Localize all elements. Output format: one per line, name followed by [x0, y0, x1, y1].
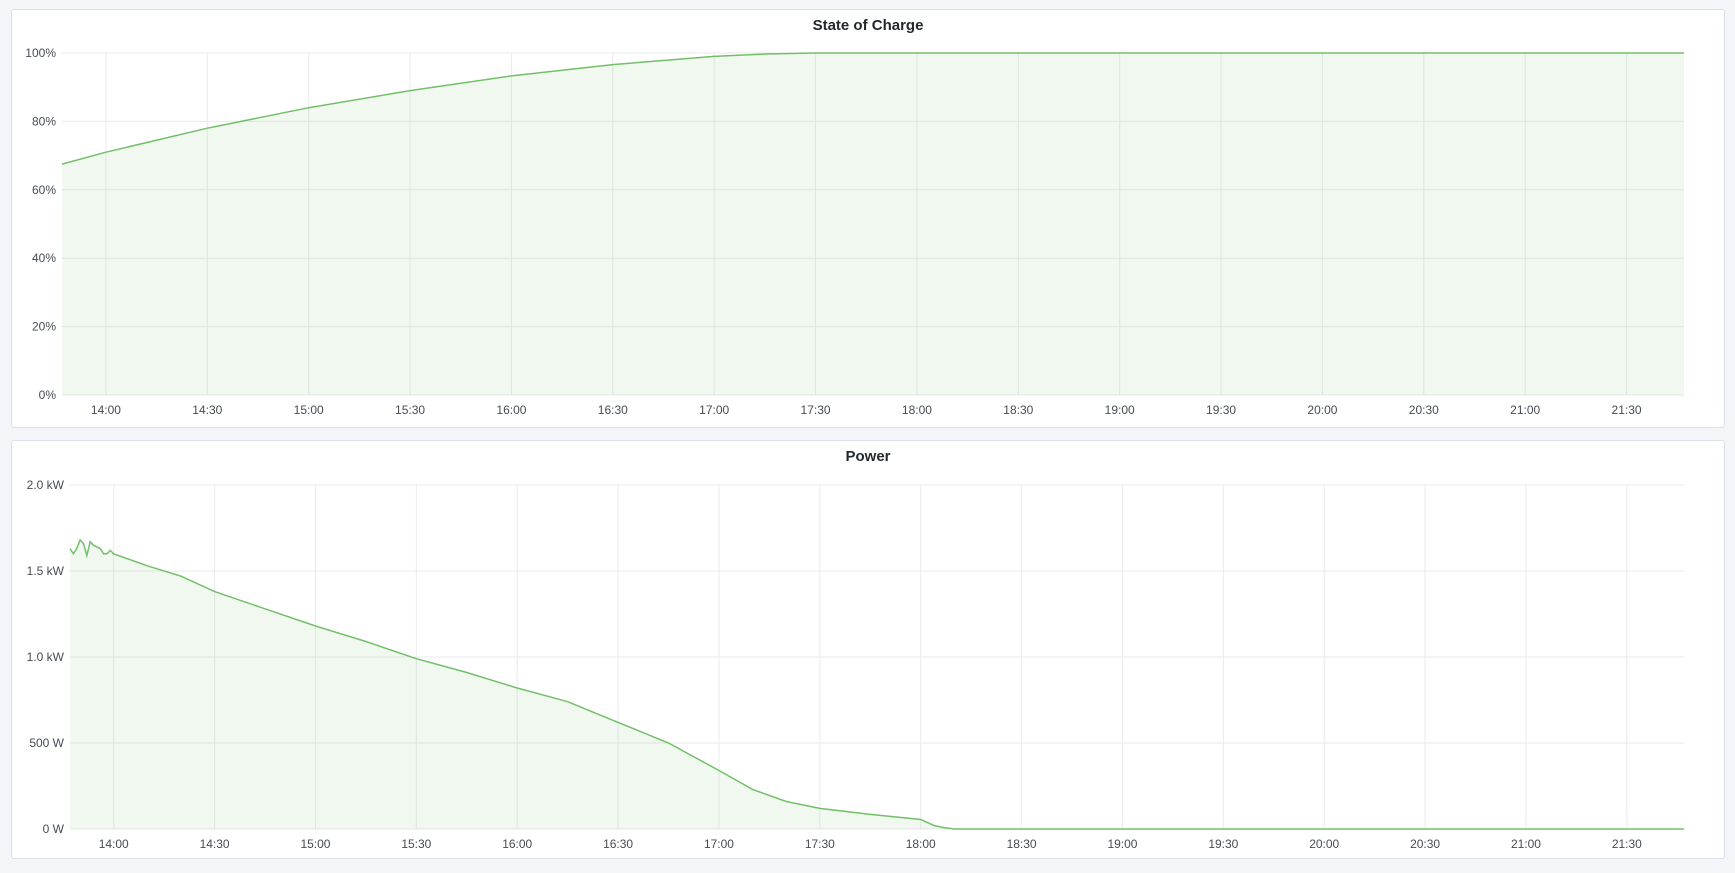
x-tick-label: 16:00	[496, 403, 526, 417]
x-tick-label: 14:30	[192, 403, 222, 417]
x-tick-label: 15:30	[395, 403, 425, 417]
y-tick-label: 100%	[25, 46, 56, 60]
y-tick-label: 80%	[32, 114, 56, 128]
x-tick-label: 19:30	[1206, 403, 1236, 417]
x-tick-label: 15:30	[401, 837, 431, 851]
x-tick-label: 18:30	[1003, 403, 1033, 417]
y-tick-label: 2.0 kW	[27, 478, 65, 492]
x-tick-label: 18:00	[906, 837, 936, 851]
x-tick-label: 21:30	[1612, 837, 1642, 851]
y-tick-label: 1.0 kW	[27, 650, 65, 664]
x-tick-label: 16:30	[598, 403, 628, 417]
y-tick-label: 60%	[32, 183, 56, 197]
series-line	[61, 52, 1684, 165]
x-tick-label: 17:30	[805, 837, 835, 851]
soc-panel-title: State of Charge	[812, 17, 924, 34]
x-tick-label: 14:00	[91, 403, 121, 417]
x-tick-label: 21:30	[1612, 403, 1642, 417]
x-tick-label: 20:00	[1309, 837, 1339, 851]
x-tick-label: 21:00	[1511, 837, 1541, 851]
x-tick-label: 21:00	[1510, 403, 1540, 417]
series-line	[69, 538, 1684, 830]
x-tick-label: 15:00	[294, 403, 324, 417]
x-tick-label: 17:00	[704, 837, 734, 851]
x-tick-label: 16:00	[502, 837, 532, 851]
x-tick-label: 19:00	[1107, 837, 1137, 851]
power-panel-title: Power	[845, 448, 891, 465]
x-tick-label: 17:00	[699, 403, 729, 417]
x-tick-label: 19:30	[1208, 837, 1238, 851]
series-area	[62, 53, 1684, 395]
y-tick-label: 1.5 kW	[27, 564, 65, 578]
x-tick-label: 20:00	[1307, 403, 1337, 417]
x-tick-label: 17:30	[801, 403, 831, 417]
x-tick-label: 18:30	[1007, 837, 1037, 851]
y-tick-label: 0 W	[43, 822, 65, 836]
power-panel: Power	[11, 440, 1725, 859]
y-tick-label: 0%	[39, 388, 57, 402]
y-tick-label: 20%	[32, 320, 56, 334]
y-tick-label: 500 W	[29, 736, 64, 750]
x-tick-label: 14:00	[99, 837, 129, 851]
soc-panel: State of Charge	[11, 9, 1725, 428]
x-tick-label: 16:30	[603, 837, 633, 851]
x-tick-label: 14:30	[200, 837, 230, 851]
x-tick-label: 18:00	[902, 403, 932, 417]
x-tick-label: 15:00	[300, 837, 330, 851]
x-tick-label: 19:00	[1105, 403, 1135, 417]
x-tick-label: 20:30	[1409, 403, 1439, 417]
series-area	[70, 540, 1684, 829]
y-tick-label: 40%	[32, 251, 56, 265]
x-tick-label: 20:30	[1410, 837, 1440, 851]
